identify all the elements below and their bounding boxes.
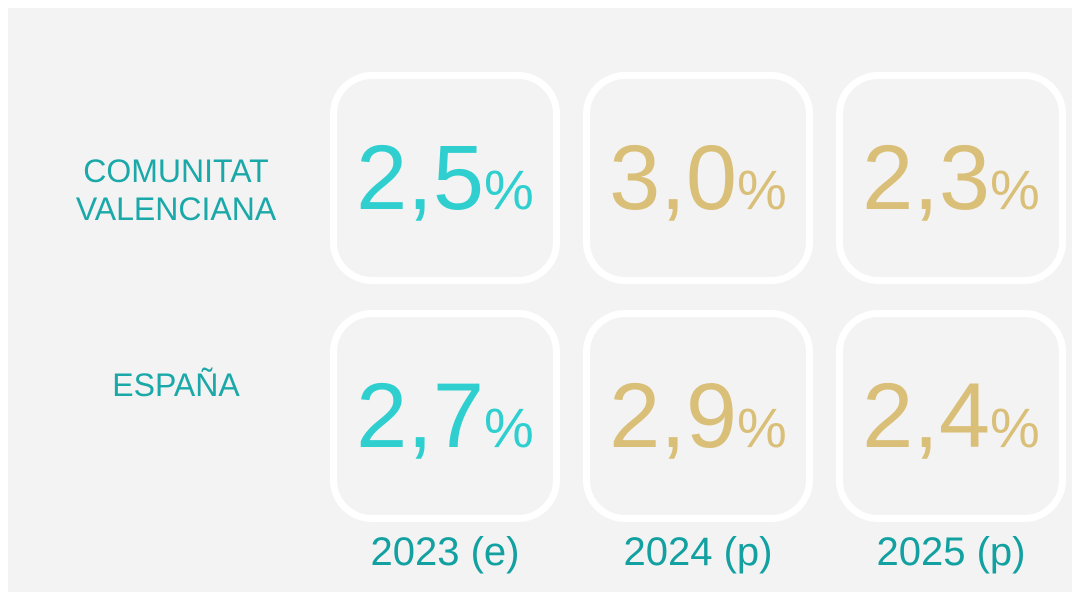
value: 2,3%: [862, 126, 1040, 231]
value-number: 2,9: [609, 364, 738, 467]
value-unit: %: [990, 157, 1040, 221]
value-number: 2,4: [862, 364, 991, 467]
row-label: COMUNITAT VALENCIANA: [75, 153, 277, 227]
value-card: 2,5%: [330, 72, 560, 284]
value-unit: %: [737, 157, 787, 221]
value-unit: %: [484, 395, 534, 459]
value: 2,7%: [356, 364, 534, 469]
value-card: 2,4%: [836, 310, 1066, 522]
panel: COMUNITAT VALENCIANA 2,5% 3,0% 2,3% ESPAÑA 2,…: [8, 8, 1072, 592]
value: 3,0%: [609, 126, 787, 231]
value-number: 2,7: [356, 364, 485, 467]
value-card: 2,9%: [583, 310, 813, 522]
value: 2,5%: [356, 126, 534, 231]
value-card: 2,7%: [330, 310, 560, 522]
column-label: 2023 (e): [370, 530, 520, 574]
column-label: 2025 (p): [876, 530, 1026, 574]
value-unit: %: [990, 395, 1040, 459]
value-card: 2,3%: [836, 72, 1066, 284]
value: 2,4%: [862, 364, 1040, 469]
value: 2,9%: [609, 364, 787, 469]
value-number: 2,3: [862, 126, 991, 229]
value-unit: %: [737, 395, 787, 459]
value-card: 3,0%: [583, 72, 813, 284]
value-number: 2,5: [356, 126, 485, 229]
value-unit: %: [484, 157, 534, 221]
column-label: 2024 (p): [623, 530, 773, 574]
row-label: ESPAÑA: [112, 367, 240, 403]
value-number: 3,0: [609, 126, 738, 229]
